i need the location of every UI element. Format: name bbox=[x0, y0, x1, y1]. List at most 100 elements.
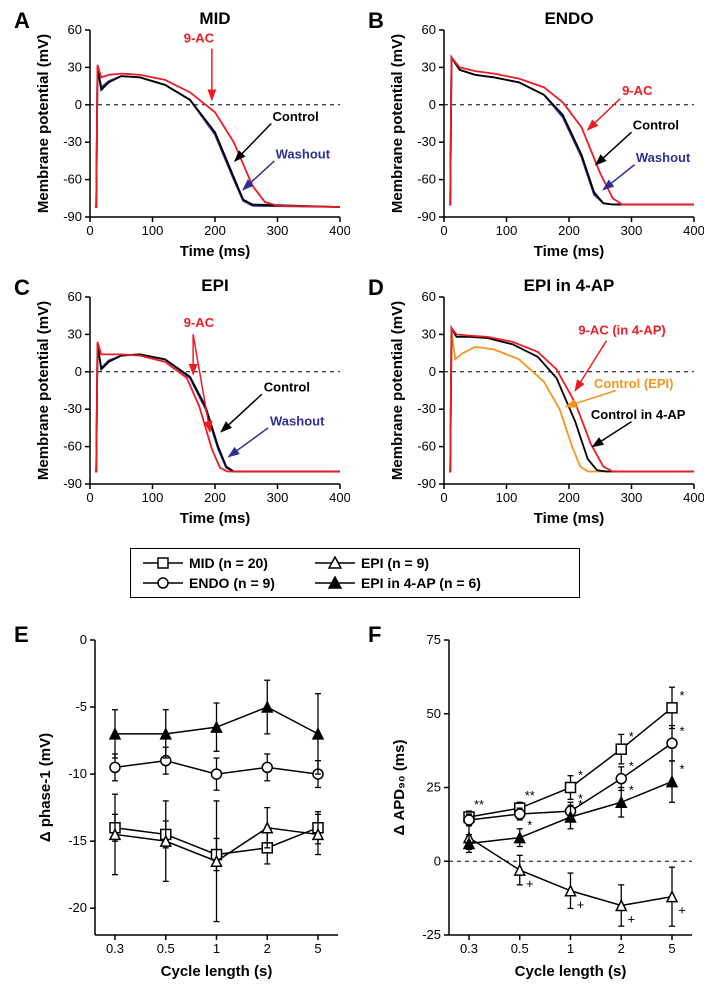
svg-text:400: 400 bbox=[683, 490, 704, 505]
svg-text:Control: Control bbox=[633, 118, 679, 133]
svg-text:Δ APD₉₀ (ms): Δ APD₉₀ (ms) bbox=[391, 740, 408, 836]
svg-text:100: 100 bbox=[142, 223, 164, 238]
panel-b-label: B bbox=[368, 8, 384, 34]
svg-text:-60: -60 bbox=[417, 172, 436, 187]
panel-c-chart: -90-60-30030600100200300400Membrane pote… bbox=[30, 279, 350, 529]
svg-text:300: 300 bbox=[621, 490, 643, 505]
svg-text:ENDO: ENDO bbox=[544, 12, 593, 28]
panel-b-svg: -90-60-30030600100200300400Membrane pote… bbox=[384, 12, 704, 262]
legend-item-epi4ap: EPI in 4-AP (n = 6) bbox=[315, 575, 481, 591]
svg-text:0: 0 bbox=[80, 632, 87, 647]
svg-text:100: 100 bbox=[496, 223, 518, 238]
svg-text:400: 400 bbox=[329, 490, 350, 505]
svg-text:0: 0 bbox=[86, 490, 93, 505]
svg-text:30: 30 bbox=[68, 59, 82, 74]
svg-text:Δ phase-1 (mV): Δ phase-1 (mV) bbox=[37, 733, 54, 842]
svg-text:Washout: Washout bbox=[276, 146, 331, 161]
svg-text:-30: -30 bbox=[417, 401, 436, 416]
svg-text:-60: -60 bbox=[417, 439, 436, 454]
svg-text:Membrane potential (mV): Membrane potential (mV) bbox=[35, 34, 52, 213]
svg-text:*: * bbox=[578, 797, 583, 812]
svg-text:0: 0 bbox=[429, 364, 436, 379]
svg-text:300: 300 bbox=[621, 223, 643, 238]
svg-text:30: 30 bbox=[422, 326, 436, 341]
svg-text:EPI: EPI bbox=[201, 279, 228, 295]
svg-text:2: 2 bbox=[618, 941, 625, 956]
svg-text:-25: -25 bbox=[422, 927, 441, 942]
svg-text:Washout: Washout bbox=[636, 150, 691, 165]
svg-text:*: * bbox=[527, 818, 532, 833]
panel-a-label: A bbox=[14, 8, 30, 34]
svg-text:60: 60 bbox=[422, 22, 436, 37]
svg-text:9-AC: 9-AC bbox=[622, 83, 653, 98]
svg-text:0: 0 bbox=[434, 853, 441, 868]
svg-text:400: 400 bbox=[329, 223, 350, 238]
panel-b-chart: -90-60-30030600100200300400Membrane pote… bbox=[384, 12, 704, 262]
svg-text:2: 2 bbox=[264, 941, 271, 956]
panel-c-svg: -90-60-30030600100200300400Membrane pote… bbox=[30, 279, 350, 529]
legend-label-epi4ap: EPI in 4-AP (n = 6) bbox=[361, 575, 481, 591]
svg-text:Control: Control bbox=[273, 109, 319, 124]
panel-f-label: F bbox=[368, 622, 381, 648]
svg-text:+: + bbox=[526, 876, 534, 891]
svg-text:400: 400 bbox=[683, 223, 704, 238]
svg-text:*: * bbox=[578, 768, 583, 783]
panel-a-chart: -90-60-30030600100200300400Membrane pote… bbox=[30, 12, 350, 262]
svg-text:0.3: 0.3 bbox=[106, 941, 124, 956]
svg-text:Time (ms): Time (ms) bbox=[180, 243, 251, 260]
svg-text:EPI in 4-AP: EPI in 4-AP bbox=[524, 279, 615, 295]
legend-item-endo: ENDO (n = 9) bbox=[143, 575, 275, 591]
svg-text:Control: Control bbox=[264, 380, 310, 395]
svg-text:Cycle length (s): Cycle length (s) bbox=[515, 963, 627, 980]
svg-text:300: 300 bbox=[267, 223, 289, 238]
svg-text:-5: -5 bbox=[75, 699, 87, 714]
svg-text:200: 200 bbox=[204, 223, 226, 238]
svg-text:5: 5 bbox=[314, 941, 321, 956]
svg-text:0: 0 bbox=[440, 490, 447, 505]
panel-a-svg: -90-60-30030600100200300400Membrane pote… bbox=[30, 12, 350, 262]
svg-text:100: 100 bbox=[142, 490, 164, 505]
svg-text:1: 1 bbox=[567, 941, 574, 956]
legend-label-epi: EPI (n = 9) bbox=[361, 555, 429, 571]
svg-text:60: 60 bbox=[422, 289, 436, 304]
svg-text:60: 60 bbox=[68, 22, 82, 37]
legend-item-epi: EPI (n = 9) bbox=[315, 555, 481, 571]
panel-d-chart: -90-60-30030600100200300400Membrane pote… bbox=[384, 279, 704, 529]
svg-text:*: * bbox=[629, 759, 634, 774]
legend-label-endo: ENDO (n = 9) bbox=[189, 575, 275, 591]
svg-text:9-AC (in 4-AP): 9-AC (in 4-AP) bbox=[578, 322, 665, 337]
svg-text:0: 0 bbox=[75, 97, 82, 112]
svg-text:Time (ms): Time (ms) bbox=[534, 510, 605, 527]
svg-text:100: 100 bbox=[496, 490, 518, 505]
svg-text:75: 75 bbox=[427, 632, 441, 647]
svg-text:*: * bbox=[629, 729, 634, 744]
svg-text:+: + bbox=[678, 903, 686, 918]
svg-text:0.5: 0.5 bbox=[157, 941, 175, 956]
svg-text:200: 200 bbox=[558, 490, 580, 505]
svg-text:+: + bbox=[627, 912, 635, 927]
legend-box: MID (n = 20) ENDO (n = 9) EPI (n = 9) EP… bbox=[130, 548, 580, 598]
panel-f-chart: -2502550750.30.5125Δ APD₉₀ (ms)Cycle len… bbox=[384, 630, 704, 990]
svg-text:Cycle length (s): Cycle length (s) bbox=[161, 963, 273, 980]
svg-text:*: * bbox=[679, 723, 684, 738]
svg-text:-90: -90 bbox=[63, 476, 82, 491]
svg-text:Control (EPI): Control (EPI) bbox=[594, 376, 673, 391]
panel-d-label: D bbox=[368, 275, 384, 301]
svg-text:-20: -20 bbox=[68, 900, 87, 915]
svg-text:MID: MID bbox=[199, 12, 230, 28]
svg-text:25: 25 bbox=[427, 780, 441, 795]
svg-text:*: * bbox=[629, 782, 634, 797]
svg-text:0: 0 bbox=[440, 223, 447, 238]
svg-text:**: ** bbox=[525, 788, 535, 803]
panel-c-label: C bbox=[14, 275, 30, 301]
svg-text:*: * bbox=[679, 762, 684, 777]
svg-text:30: 30 bbox=[68, 326, 82, 341]
svg-text:-90: -90 bbox=[63, 209, 82, 224]
svg-text:9-AC: 9-AC bbox=[184, 30, 215, 45]
svg-text:200: 200 bbox=[558, 223, 580, 238]
svg-text:0: 0 bbox=[86, 223, 93, 238]
svg-text:0: 0 bbox=[429, 97, 436, 112]
svg-text:-90: -90 bbox=[417, 209, 436, 224]
svg-text:300: 300 bbox=[267, 490, 289, 505]
svg-text:+: + bbox=[577, 897, 585, 912]
